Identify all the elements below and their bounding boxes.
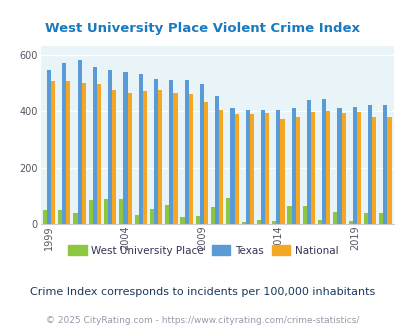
Legend: West University Place, Texas, National: West University Place, Texas, National	[64, 241, 341, 260]
Bar	[226, 198, 230, 224]
Bar	[371, 117, 375, 224]
Bar	[363, 213, 367, 224]
Bar	[241, 221, 245, 224]
Bar	[230, 109, 234, 224]
Bar	[149, 209, 153, 224]
Bar	[280, 119, 284, 224]
Bar	[134, 215, 139, 224]
Bar	[81, 83, 85, 224]
Bar	[264, 113, 269, 224]
Bar	[47, 70, 51, 224]
Bar	[211, 208, 215, 224]
Bar	[165, 205, 169, 224]
Bar	[310, 112, 314, 224]
Bar	[153, 79, 158, 224]
Bar	[127, 93, 131, 224]
Bar	[341, 113, 345, 224]
Bar	[108, 70, 112, 224]
Bar	[188, 94, 192, 224]
Bar	[58, 210, 62, 224]
Bar	[43, 210, 47, 224]
Bar	[158, 90, 162, 224]
Bar	[173, 93, 177, 224]
Bar	[386, 117, 391, 224]
Bar	[66, 81, 70, 224]
Text: West University Place Violent Crime Index: West University Place Violent Crime Inde…	[45, 22, 360, 35]
Bar	[119, 199, 123, 224]
Bar	[302, 206, 306, 224]
Bar	[256, 220, 260, 224]
Bar	[249, 114, 254, 224]
Text: Crime Index corresponds to incidents per 100,000 inhabitants: Crime Index corresponds to incidents per…	[30, 287, 375, 297]
Bar	[123, 72, 127, 224]
Bar	[199, 84, 203, 224]
Bar	[317, 220, 322, 224]
Bar	[306, 100, 310, 224]
Bar	[356, 112, 360, 224]
Bar	[73, 213, 77, 224]
Bar	[333, 212, 337, 224]
Bar	[367, 105, 371, 224]
Bar	[62, 63, 66, 224]
Bar	[97, 84, 101, 224]
Bar	[260, 110, 264, 224]
Bar	[378, 213, 382, 224]
Bar	[352, 107, 356, 224]
Bar	[271, 221, 276, 224]
Bar	[93, 67, 97, 224]
Bar	[180, 217, 184, 224]
Bar	[219, 110, 223, 224]
Bar	[322, 99, 326, 224]
Bar	[382, 105, 386, 224]
Text: © 2025 CityRating.com - https://www.cityrating.com/crime-statistics/: © 2025 CityRating.com - https://www.city…	[46, 315, 359, 325]
Bar	[104, 199, 108, 224]
Bar	[276, 110, 280, 224]
Bar	[88, 200, 93, 224]
Bar	[203, 102, 208, 224]
Bar	[234, 114, 238, 224]
Bar	[143, 91, 147, 224]
Bar	[169, 80, 173, 224]
Bar	[184, 80, 188, 224]
Bar	[326, 111, 330, 224]
Bar	[245, 110, 249, 224]
Bar	[215, 96, 219, 224]
Bar	[112, 90, 116, 224]
Bar	[77, 60, 81, 224]
Bar	[291, 109, 295, 224]
Bar	[287, 206, 291, 224]
Bar	[337, 109, 341, 224]
Bar	[348, 221, 352, 224]
Bar	[295, 116, 299, 224]
Bar	[139, 75, 143, 224]
Bar	[195, 216, 199, 224]
Bar	[51, 81, 55, 224]
